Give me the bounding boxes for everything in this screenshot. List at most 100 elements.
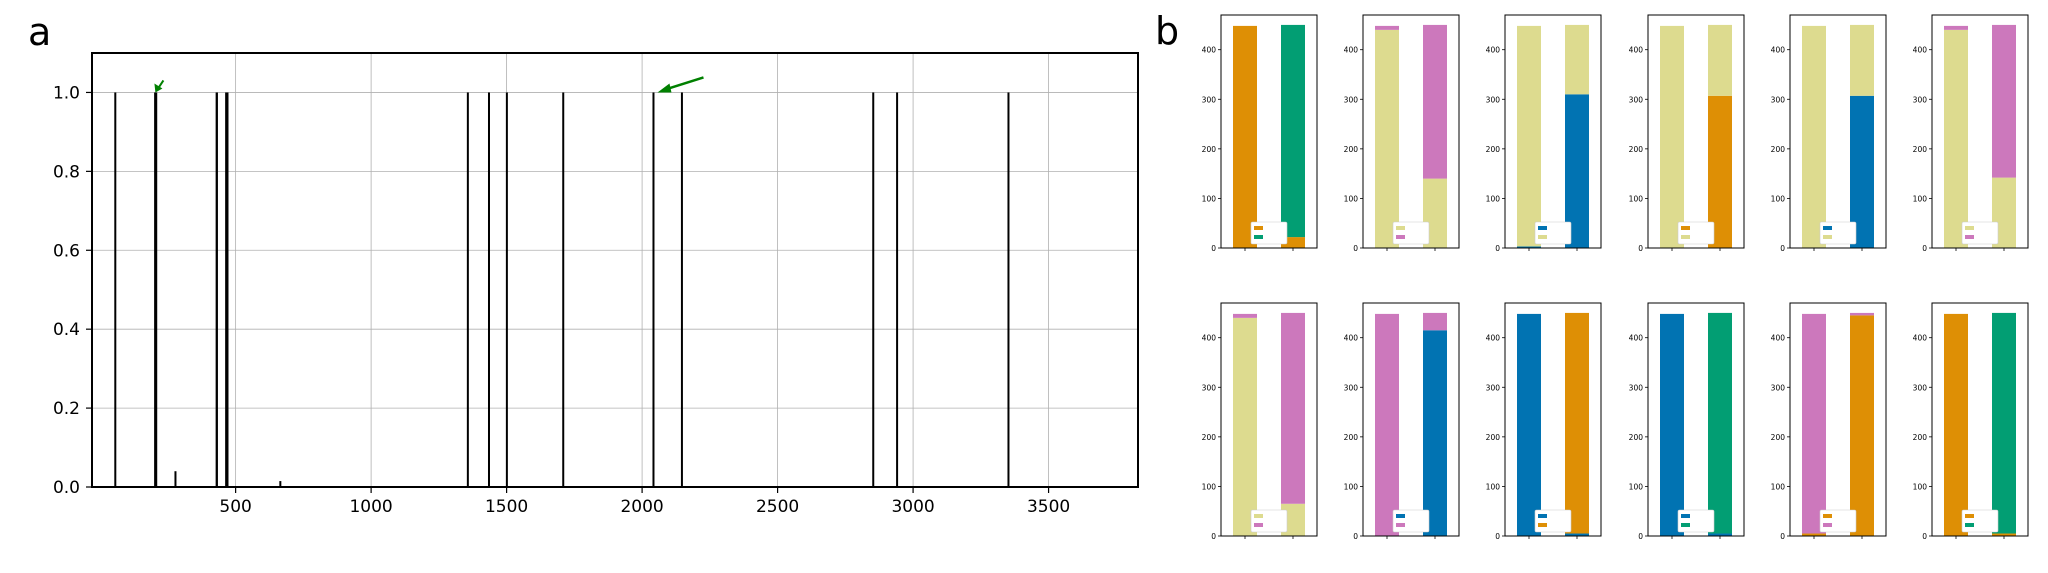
stacked-bar-segment	[1802, 533, 1826, 536]
y-tick-label: 100	[1202, 194, 1217, 203]
stacked-bar-segment	[1660, 313, 1684, 536]
y-tick-label: 400	[1486, 46, 1501, 55]
plot-frame	[1220, 14, 1318, 249]
count-chart-p203: 0 100 200 300 400	[1344, 14, 1460, 253]
legend-swatch	[1396, 514, 1405, 518]
y-tick-label: 400	[1629, 46, 1644, 55]
stacked-bar-segment	[1660, 25, 1684, 248]
stacked-bar-segment	[1517, 25, 1541, 247]
stacked-bar-segment	[1565, 533, 1589, 536]
legend-box	[1961, 509, 1999, 533]
legend-box	[1677, 221, 1715, 245]
y-tick-label: 0.0	[53, 478, 80, 498]
y-tick-label: 200	[1344, 145, 1359, 154]
y-tick-label: 100	[1344, 482, 1359, 491]
stacked-bar-segment	[1281, 312, 1305, 504]
legend-swatch	[1965, 523, 1974, 527]
y-tick-label: 100	[1771, 482, 1786, 491]
y-tick-label: 300	[1913, 95, 1928, 104]
y-tick-label: 400	[1913, 46, 1928, 55]
y-tick-label: 0	[1353, 244, 1358, 253]
y-tick-label: 100	[1771, 194, 1786, 203]
y-tick-label: 200	[1629, 433, 1644, 442]
panel-label-b: b	[1155, 9, 1179, 53]
y-tick-label: 200	[1771, 433, 1786, 442]
y-tick-label: 200	[1629, 145, 1644, 154]
legend-swatch	[1823, 235, 1832, 239]
y-tick-label: 400	[1202, 334, 1217, 343]
annotation-arrowhead-204	[154, 83, 163, 93]
y-tick-label: 300	[1913, 383, 1928, 392]
plot-frame	[1647, 14, 1745, 249]
y-tick-label: 100	[1486, 482, 1501, 491]
y-tick-label: 0.4	[53, 320, 80, 340]
y-tick-label: 100	[1913, 482, 1928, 491]
legend-swatch	[1681, 514, 1690, 518]
legend-swatch	[1254, 514, 1263, 518]
legend-swatch	[1823, 514, 1832, 518]
stacked-bar-segment	[1992, 312, 2016, 534]
stacked-bar-segment	[1375, 29, 1399, 248]
x-tick-label: 3500	[1027, 497, 1070, 517]
y-tick-label: 1.0	[53, 83, 80, 103]
y-tick-label: 400	[1629, 334, 1644, 343]
legend-box	[1534, 509, 1572, 533]
stacked-bar-segment	[1281, 237, 1305, 248]
legend-box	[1392, 221, 1430, 245]
y-tick-label: 300	[1202, 383, 1217, 392]
y-tick-label: 400	[1486, 334, 1501, 343]
y-tick-label: 300	[1771, 383, 1786, 392]
stacked-bar-segment	[1708, 312, 1732, 534]
x-tick-label: 1000	[349, 497, 392, 517]
y-tick-label: 0	[1922, 532, 1927, 541]
annotation-arrow-2042	[665, 76, 704, 91]
stacked-bar-segment	[1802, 313, 1826, 534]
plot-frame	[1789, 14, 1887, 249]
y-tick-label: 200	[1771, 145, 1786, 154]
legend-box	[1961, 221, 1999, 245]
plot-frame	[1789, 302, 1887, 537]
count-chart-p206: 0 100 200 300 400	[1771, 14, 1887, 253]
legend-swatch	[1681, 235, 1690, 239]
count-chart-p204: 0 100 200 300 400	[1486, 14, 1602, 253]
stacked-bar-segment	[1850, 24, 1874, 96]
stacked-bar-segment	[1517, 313, 1541, 536]
y-tick-label: 0.2	[53, 399, 80, 419]
legend-swatch	[1965, 226, 1974, 230]
y-tick-label: 300	[1344, 383, 1359, 392]
legend-box	[1250, 509, 1288, 533]
legend-box	[1534, 221, 1572, 245]
count-chart-p56: 0 100 200 300 400	[1202, 14, 1318, 253]
y-tick-label: 0.8	[53, 162, 80, 182]
x-tick-label: 2500	[756, 497, 799, 517]
y-tick-label: 100	[1913, 194, 1928, 203]
stacked-bar-segment	[1708, 24, 1732, 96]
y-tick-label: 100	[1202, 482, 1217, 491]
legend-box	[1392, 509, 1430, 533]
y-tick-label: 300	[1202, 95, 1217, 104]
count-chart-p3352: 0 100 200 300 400	[1913, 302, 2029, 541]
y-tick-label: 400	[1771, 46, 1786, 55]
x-tick-label: 3000	[891, 497, 934, 517]
y-tick-label: 400	[1344, 334, 1359, 343]
stacked-bar-segment	[1423, 312, 1447, 331]
y-tick-label: 200	[1344, 433, 1359, 442]
importance-chart: 500 1000 1500 2000 2500 3000 3500 0.0 0.2 0.4 0.6 0…	[53, 52, 1139, 517]
y-tick-label: 0	[1353, 532, 1358, 541]
y-tick-label: 0	[1780, 244, 1785, 253]
stacked-bar-segment	[1802, 25, 1826, 248]
stacked-bar-segment	[1708, 533, 1732, 536]
y-tick-label: 300	[1629, 95, 1644, 104]
legend-swatch	[1396, 523, 1405, 527]
y-tick-label: 0	[1638, 532, 1643, 541]
legend-swatch	[1965, 235, 1974, 239]
y-tick-label: 0.6	[53, 241, 80, 261]
stacked-bar-segment	[1944, 25, 1968, 30]
legend-swatch	[1538, 235, 1547, 239]
plot-frame	[91, 52, 1139, 488]
stacked-bar-segment	[1233, 313, 1257, 318]
y-tick-label: 100	[1486, 194, 1501, 203]
legend-box	[1819, 509, 1857, 533]
legend-box	[1677, 509, 1715, 533]
